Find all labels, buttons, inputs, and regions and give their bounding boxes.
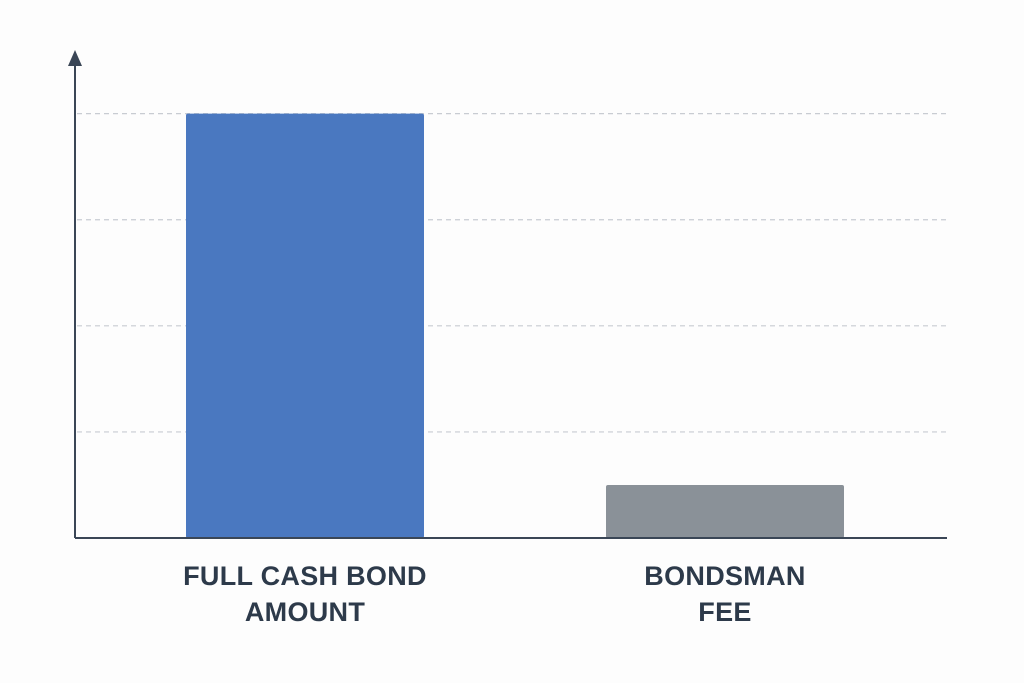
- bars: [186, 113, 844, 539]
- bar: [606, 484, 844, 538]
- y-axis-arrow: [68, 50, 82, 66]
- x-tick-label: FULL CASH BOND AMOUNT: [183, 561, 427, 627]
- x-tick-label: BONDSMAN FEE: [644, 561, 806, 627]
- bar: [186, 113, 424, 539]
